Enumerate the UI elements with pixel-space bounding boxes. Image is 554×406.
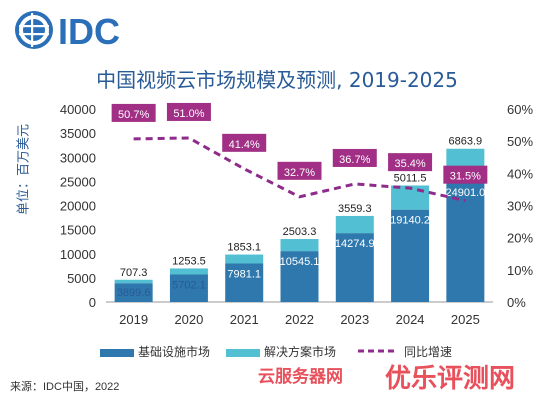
bar-base-value-label: 7981.1: [227, 268, 261, 280]
bar-base: [225, 263, 264, 302]
bar-solution: [114, 279, 153, 284]
yoy-label-box: [277, 161, 322, 180]
y-right-tick-label: 20%: [507, 231, 533, 246]
bar-solution-value-label: 2503.3: [283, 226, 317, 238]
y-right-tick-label: 50%: [507, 134, 533, 149]
y-right-tick-label: 40%: [507, 166, 533, 181]
legend-swatch-base: [100, 349, 134, 357]
legend-label-base: 基础设施市场: [138, 345, 211, 359]
bar-solution-value-label: 5011.5: [394, 172, 427, 184]
bar-solution-value-label: 3559.3: [338, 203, 372, 215]
x-tick-label: 2023: [340, 312, 369, 327]
yoy-value-label: 35.4%: [394, 158, 425, 170]
yoy-value-label: 51.0%: [173, 108, 204, 120]
bar-base: [391, 209, 430, 302]
y-left-tick-label: 15000: [60, 223, 96, 238]
bar-base-value-label: 3899.6: [117, 287, 151, 299]
yoy-value-label: 32.7%: [284, 167, 315, 179]
y-left-tick-label: 0: [89, 295, 96, 310]
x-tick-label: 2021: [230, 312, 259, 327]
bar-solution: [225, 254, 264, 264]
bar-base-value-label: 5702.1: [172, 279, 206, 291]
yoy-label-box: [443, 165, 488, 184]
x-tick-label: 2025: [451, 312, 480, 327]
y-left-tick-label: 25000: [60, 174, 96, 189]
y-left-tick-label: 40000: [60, 102, 96, 117]
watermark-large: 优乐评测网: [385, 363, 516, 393]
bar-base: [280, 251, 319, 302]
bar-base-value-label: 14274.9: [335, 238, 375, 250]
bar-base: [446, 181, 485, 302]
yoy-value-label: 41.4%: [229, 139, 260, 151]
yoy-label-box: [166, 102, 211, 121]
legend-swatch-yoy: [358, 349, 394, 353]
bar-base-value-label: 19140.2: [390, 215, 430, 227]
yoy-value-label: 31.5%: [450, 171, 481, 183]
y-left-tick-label: 20000: [60, 199, 96, 214]
bar-base: [335, 233, 374, 302]
y-right-tick-label: 30%: [507, 199, 533, 214]
y-right-tick-label: 0%: [507, 295, 526, 310]
chart-title: 中国视频云市场规模及预测, 2019-2025: [96, 68, 458, 92]
legend-label-yoy: 同比增速: [404, 345, 453, 359]
bar-solution: [169, 268, 208, 275]
yoy-value-label: 36.7%: [339, 154, 370, 166]
bar-solution-value-label: 1253.5: [172, 255, 206, 267]
y-left-tick-label: 35000: [60, 126, 96, 141]
yoy-value-label: 50.7%: [118, 109, 149, 121]
x-tick-label: 2019: [119, 312, 148, 327]
y-right-tick-label: 10%: [507, 263, 533, 278]
bar-solution: [335, 215, 374, 234]
source-note: 来源：IDC中国，2022: [10, 381, 120, 393]
legend-label-solution: 解决方案市场: [264, 345, 337, 359]
bar-solution-value-label: 1853.1: [227, 242, 261, 254]
bar-base-value-label: 10545.1: [280, 256, 320, 268]
x-tick-label: 2020: [174, 312, 203, 327]
x-tick-label: 2024: [396, 312, 425, 327]
y-left-tick-label: 10000: [60, 247, 96, 262]
yoy-label-box: [332, 148, 377, 167]
bar-solution: [280, 239, 319, 252]
bar-solution-value-label: 6863.9: [449, 136, 483, 148]
y-right-tick-label: 60%: [507, 102, 533, 117]
yoy-label-box: [222, 133, 267, 152]
bar-base: [114, 283, 153, 302]
legend-swatch-solution: [226, 349, 260, 357]
y-left-tick-label: 30000: [60, 150, 96, 165]
logo-text: IDC: [58, 11, 120, 52]
bar-solution-value-label: 707.3: [120, 267, 148, 279]
idc-logo: IDC: [15, 11, 120, 52]
yoy-label-box: [111, 103, 156, 122]
x-tick-label: 2022: [285, 312, 314, 327]
bar-base-value-label: 24901.0: [445, 187, 485, 199]
bar-base: [169, 274, 208, 302]
yoy-label-box: [388, 153, 433, 172]
watermark-small: 云服务器网: [258, 367, 343, 386]
y-left-tick-label: 5000: [67, 271, 96, 286]
